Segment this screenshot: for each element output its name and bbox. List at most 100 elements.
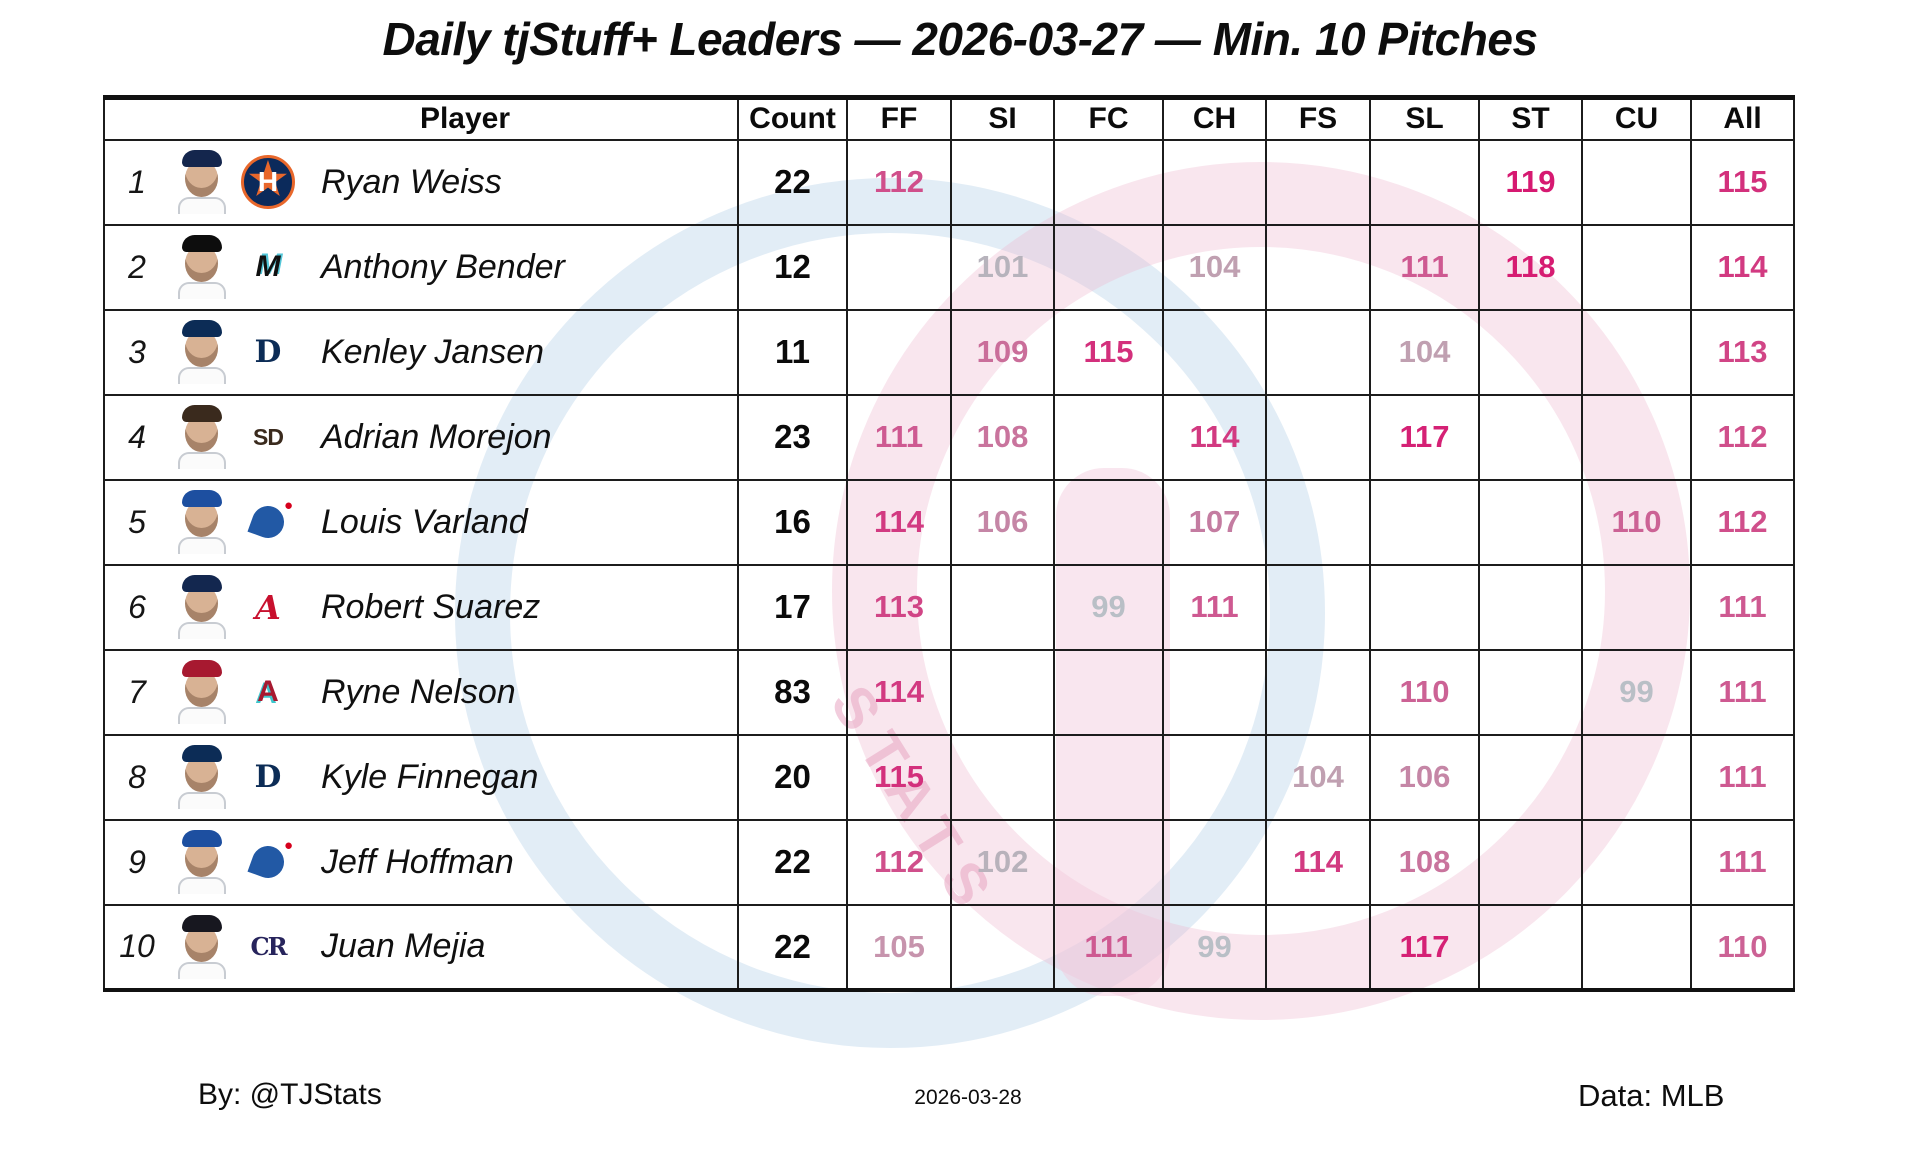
- pitch-count-cell: 22: [737, 138, 848, 226]
- stat-all-cell: 111: [1690, 733, 1795, 821]
- stat-cu-cell: [1581, 903, 1692, 991]
- col-header-ff: FF: [846, 96, 952, 141]
- player-name: Ryne Nelson: [321, 672, 516, 711]
- stat-si-cell: [950, 733, 1055, 821]
- stat-fs-cell: [1265, 478, 1371, 566]
- team-logo-rockies: CR: [241, 919, 295, 974]
- stat-ch-cell: 111: [1162, 563, 1267, 651]
- stat-fc-cell: [1053, 478, 1164, 566]
- stat-fc-cell: 99: [1053, 563, 1164, 651]
- stat-cu-cell: [1581, 818, 1692, 906]
- player-jersey: [178, 367, 226, 384]
- stat-ff-cell: 112: [846, 138, 952, 226]
- player-cap: [182, 575, 222, 592]
- player-jersey: [178, 452, 226, 469]
- team-logo-braves: A: [241, 580, 295, 634]
- table-row: 9 ● Jeff Hoffman 22 112 102 114 108 111: [103, 818, 1795, 906]
- player-name: Jeff Hoffman: [321, 842, 514, 881]
- stat-ff-cell: 114: [846, 648, 952, 736]
- player-headshot: [175, 660, 229, 724]
- stat-si-cell: [950, 903, 1055, 991]
- player-jersey: [178, 792, 226, 809]
- stat-cu-cell: 110: [1581, 478, 1692, 566]
- stat-cu-cell: [1581, 563, 1692, 651]
- player-headshot: [175, 575, 229, 639]
- team-logo-astros: ★ H: [241, 155, 295, 209]
- stat-si-cell: 101: [950, 223, 1055, 311]
- stat-fs-cell: [1265, 563, 1371, 651]
- stat-ff-cell: 111: [846, 393, 952, 481]
- stat-all-cell: 111: [1690, 563, 1795, 651]
- player-cell: 2 M Anthony Bender: [103, 223, 739, 311]
- stat-fc-cell: 111: [1053, 903, 1164, 991]
- table-row: 4 SD Adrian Morejon 23 111 108 114 117 1…: [103, 393, 1795, 481]
- generated-date: 2026-03-28: [914, 1086, 1022, 1109]
- player-cell: 3 D Kenley Jansen: [103, 308, 739, 396]
- stat-fc-cell: [1053, 648, 1164, 736]
- stat-st-cell: [1478, 393, 1583, 481]
- stat-si-cell: 108: [950, 393, 1055, 481]
- header-row: Player Count FF SI FC CH FS SL ST CU All: [103, 96, 1795, 141]
- team-logo-marlins: M: [241, 240, 295, 294]
- pitch-count-cell: 11: [737, 308, 848, 396]
- player-cap: [182, 320, 222, 337]
- col-header-count: Count: [737, 96, 848, 141]
- stat-st-cell: [1478, 733, 1583, 821]
- table-row: 5 ● Louis Varland 16 114 106 107 110 112: [103, 478, 1795, 566]
- team-logo-diamondbacks: A: [241, 665, 295, 719]
- stat-fc-cell: [1053, 818, 1164, 906]
- player-jersey: [178, 877, 226, 894]
- player-cap: [182, 405, 222, 422]
- stat-fc-cell: 115: [1053, 308, 1164, 396]
- stat-ch-cell: 104: [1162, 223, 1267, 311]
- page-title: Daily tjStuff+ Leaders — 2026-03-27 — Mi…: [382, 13, 1538, 65]
- stat-st-cell: 118: [1478, 223, 1583, 311]
- col-header-ch: CH: [1162, 96, 1267, 141]
- player-cell: 5 ● Louis Varland: [103, 478, 739, 566]
- stat-si-cell: [950, 648, 1055, 736]
- stat-fc-cell: [1053, 733, 1164, 821]
- team-initial: A: [257, 675, 279, 708]
- team-logo-tigers: D: [241, 750, 295, 804]
- team-logo-blue-jays: ●: [241, 835, 295, 889]
- stat-ff-cell: [846, 223, 952, 311]
- player-headshot: [175, 745, 229, 809]
- table-row: 6 A Robert Suarez 17 113 99 111 111: [103, 563, 1795, 651]
- stat-sl-cell: [1369, 563, 1480, 651]
- player-cap: [182, 660, 222, 677]
- pitch-count-cell: 12: [737, 223, 848, 311]
- team-initial: CR: [250, 931, 287, 961]
- rank-label: 4: [128, 418, 146, 455]
- stat-all-cell: 110: [1690, 903, 1795, 991]
- player-cell: 1 ★ H Ryan Weiss: [103, 138, 739, 226]
- player-jersey: [178, 197, 226, 214]
- stat-ch-cell: 99: [1162, 903, 1267, 991]
- rank-label: 10: [119, 928, 155, 964]
- player-headshot: [175, 320, 229, 384]
- stat-st-cell: [1478, 478, 1583, 566]
- col-header-si: SI: [950, 96, 1055, 141]
- col-header-all: All: [1690, 96, 1795, 141]
- pitch-count-cell: 16: [737, 478, 848, 566]
- player-cell: 7 A Ryne Nelson: [103, 648, 739, 736]
- stat-fs-cell: [1265, 393, 1371, 481]
- stat-ch-cell: 107: [1162, 478, 1267, 566]
- player-cap: [182, 490, 222, 507]
- stat-fs-cell: [1265, 223, 1371, 311]
- player-cap: [182, 235, 222, 252]
- stat-sl-cell: 117: [1369, 903, 1480, 991]
- stat-ff-cell: 115: [846, 733, 952, 821]
- table-row: 7 A Ryne Nelson 83 114 110 99 111: [103, 648, 1795, 736]
- stat-fs-cell: [1265, 648, 1371, 736]
- player-name: Anthony Bender: [321, 247, 565, 286]
- team-initial: M: [255, 250, 281, 283]
- stat-fs-cell: 104: [1265, 733, 1371, 821]
- stat-ch-cell: [1162, 818, 1267, 906]
- maple-leaf-icon: ●: [283, 497, 293, 514]
- stat-all-cell: 114: [1690, 223, 1795, 311]
- player-jersey: [178, 537, 226, 554]
- player-name: Kenley Jansen: [321, 332, 545, 371]
- stat-sl-cell: 111: [1369, 223, 1480, 311]
- player-cap: [182, 150, 222, 167]
- player-name: Ryan Weiss: [321, 162, 502, 201]
